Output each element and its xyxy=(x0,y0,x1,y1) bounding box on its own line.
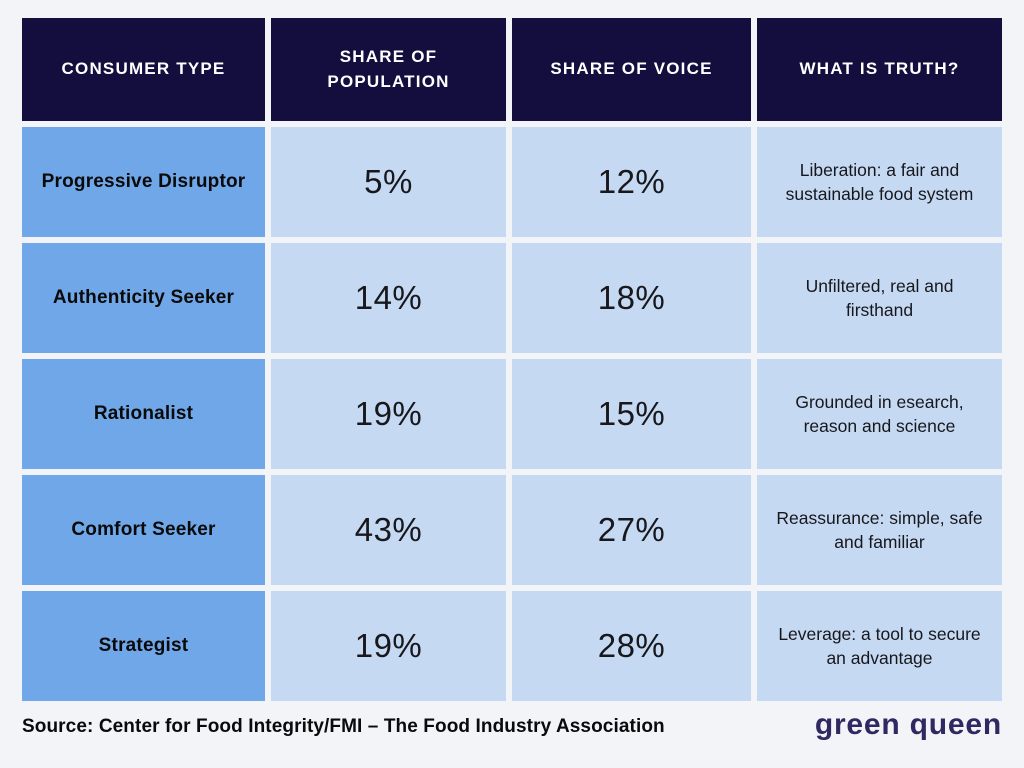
population-cell: 19% xyxy=(271,591,506,701)
population-cell: 43% xyxy=(271,475,506,585)
green-queen-logo: green queen xyxy=(814,708,1002,741)
row-label-comfort-seeker: Comfort Seeker xyxy=(22,475,265,585)
truth-cell: Reassurance: simple, safe and familiar xyxy=(757,475,1002,585)
truth-cell: Liberation: a fair and sustainable food … xyxy=(757,127,1002,237)
truth-cell: Leverage: a tool to secure an advantage xyxy=(757,591,1002,701)
truth-cell: Unfiltered, real and firsthand xyxy=(757,243,1002,353)
header-cell-share-of-voice: SHARE OF VOICE xyxy=(512,18,751,121)
row-label-strategist: Strategist xyxy=(22,591,265,701)
truth-cell: Grounded in esearch, reason and science xyxy=(757,359,1002,469)
voice-cell: 15% xyxy=(512,359,751,469)
voice-cell: 12% xyxy=(512,127,751,237)
header-cell-what-is-truth: WHAT IS TRUTH? xyxy=(757,18,1002,121)
header-cell-consumer-type: CONSUMER TYPE xyxy=(22,18,265,121)
row-label-progressive-disruptor: Progressive Disruptor xyxy=(22,127,265,237)
consumer-truth-table: CONSUMER TYPE SHARE OF POPULATION SHARE … xyxy=(22,18,1003,701)
voice-cell: 27% xyxy=(512,475,751,585)
voice-cell: 28% xyxy=(512,591,751,701)
source-attribution: Source: Center for Food Integrity/FMI – … xyxy=(22,716,665,737)
voice-cell: 18% xyxy=(512,243,751,353)
population-cell: 19% xyxy=(271,359,506,469)
row-label-rationalist: Rationalist xyxy=(22,359,265,469)
population-cell: 14% xyxy=(271,243,506,353)
population-cell: 5% xyxy=(271,127,506,237)
row-label-authenticity-seeker: Authenticity Seeker xyxy=(22,243,265,353)
header-cell-share-of-population: SHARE OF POPULATION xyxy=(271,18,506,121)
